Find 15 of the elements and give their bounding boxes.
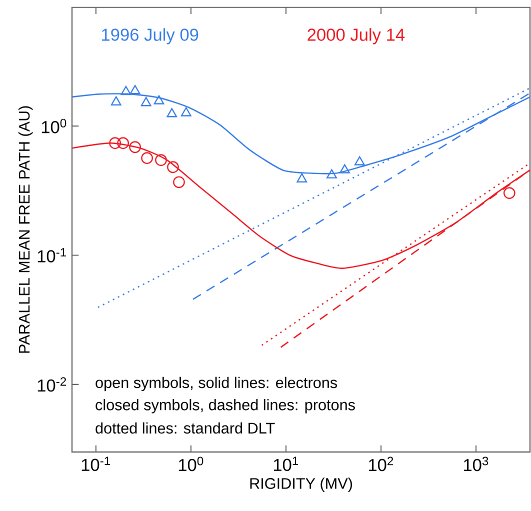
- x-tick-label: 10$^{-1}$: [82, 456, 110, 472]
- text: 2000 July 14: [308, 28, 405, 44]
- x-tick-label: 10$^{1}$: [274, 456, 298, 472]
- x-tick-label: 10$^{0}$: [178, 456, 204, 472]
- y-tick-label: 10$^{-2}$: [38, 377, 66, 392]
- y-tick-label: 10$^{0}$: [42, 118, 66, 134]
- y-axis-title: PARALLEL MEAN FREE PATH (AU): [18, 106, 33, 353]
- text: 1996 July 09: [102, 28, 198, 44]
- x-axis-title: RIGIDITY (MV): [250, 478, 352, 492]
- annotation: dotted lines: standard DLT: [96, 422, 275, 434]
- annotation: open symbols, solid lines: electrons: [96, 376, 338, 392]
- x-tick-label: 10$^{3}$: [464, 456, 488, 472]
- annotation: closed symbols, dashed lines: protons: [96, 399, 355, 414]
- y-tick-label: 10$^{-1}$: [38, 248, 66, 262]
- x-tick-label: 10$^{2}$: [368, 456, 394, 472]
